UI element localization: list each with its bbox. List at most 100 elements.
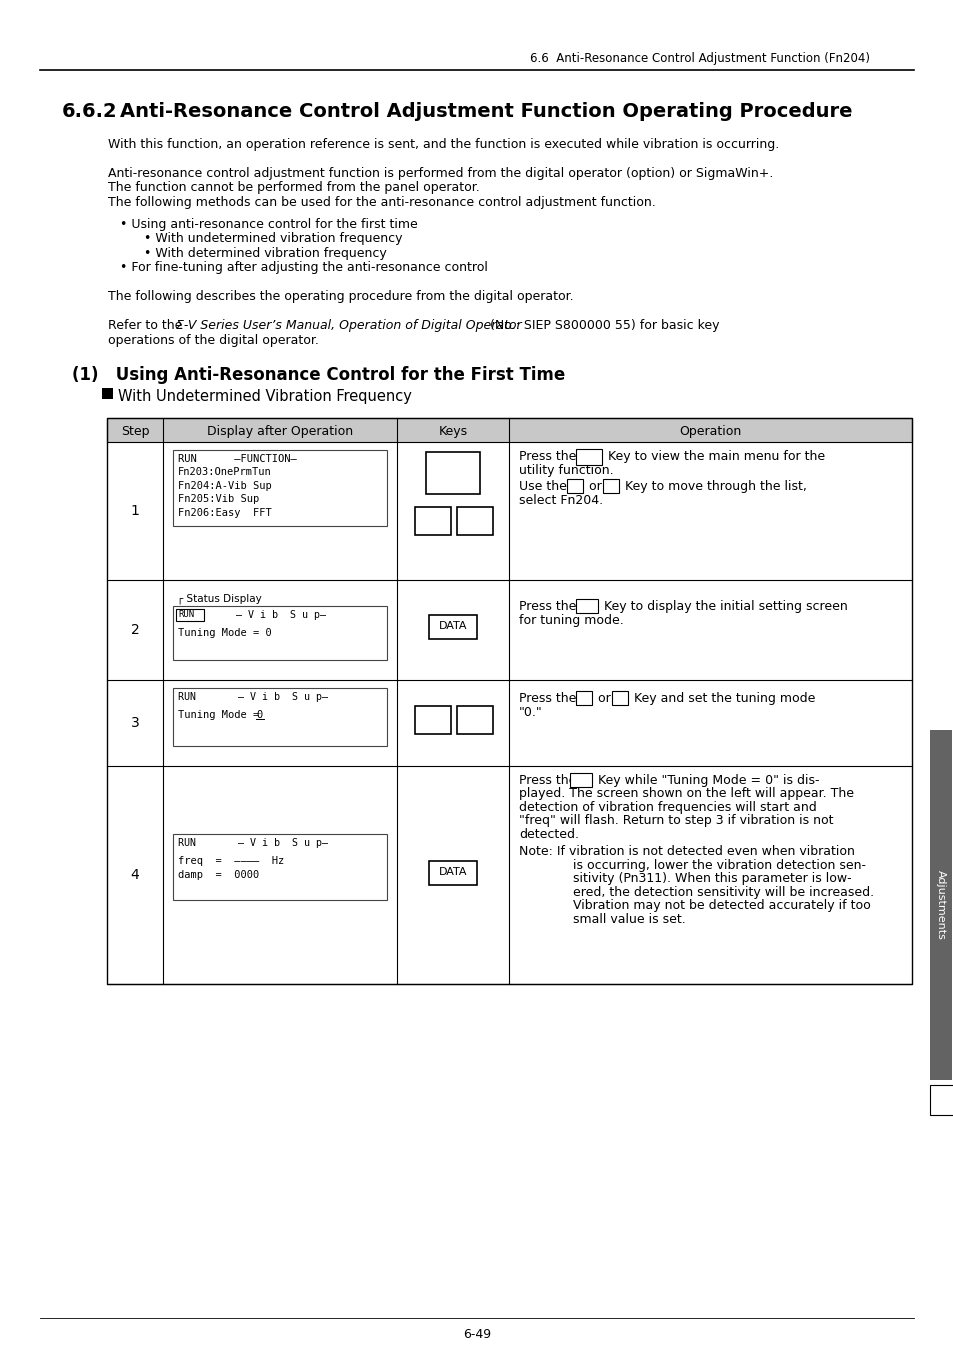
Bar: [102, 387, 112, 398]
Bar: [929, 1085, 953, 1115]
Text: 2: 2: [131, 622, 139, 637]
Text: Tuning Mode =: Tuning Mode =: [178, 710, 265, 720]
Bar: [107, 418, 911, 441]
Bar: [429, 861, 476, 884]
Text: Refer to the: Refer to the: [108, 319, 186, 332]
Bar: [415, 506, 451, 535]
Bar: [172, 688, 387, 745]
Bar: [576, 448, 601, 464]
Text: RUN       — V i b  S u p—: RUN — V i b S u p—: [178, 838, 328, 848]
Text: V: V: [606, 481, 614, 491]
Text: utility function.: utility function.: [518, 464, 613, 477]
Text: The following describes the operating procedure from the digital operator.: The following describes the operating pr…: [108, 290, 573, 304]
Text: 6.6.2: 6.6.2: [62, 103, 117, 122]
Bar: [569, 772, 592, 787]
Text: ∨: ∨: [468, 513, 481, 531]
Text: (No.: SIEP S800000 55) for basic key: (No.: SIEP S800000 55) for basic key: [485, 319, 719, 332]
Bar: [107, 418, 911, 984]
Text: The following methods can be used for the anti-resonance control adjustment func: The following methods can be used for th…: [108, 196, 655, 209]
Text: Adjustments: Adjustments: [935, 869, 945, 940]
Text: ✓: ✓: [582, 601, 591, 610]
Text: • With determined vibration frequency: • With determined vibration frequency: [136, 247, 386, 259]
Text: select Fn204.: select Fn204.: [518, 494, 602, 506]
Text: Tuning Mode = 0: Tuning Mode = 0: [178, 628, 272, 637]
Text: Step: Step: [121, 425, 149, 437]
Text: Key to view the main menu for the: Key to view the main menu for the: [603, 450, 824, 463]
Text: DATA: DATA: [438, 867, 467, 878]
Text: RUN: RUN: [178, 610, 193, 618]
Bar: [172, 606, 387, 660]
Text: Operation: Operation: [679, 425, 740, 437]
Text: 0: 0: [255, 710, 262, 720]
Bar: [602, 479, 618, 493]
Text: small value is set.: small value is set.: [548, 913, 685, 926]
Text: Note: If vibration is not detected even when vibration: Note: If vibration is not detected even …: [518, 845, 854, 859]
Text: Use the: Use the: [518, 479, 570, 493]
Text: or: or: [584, 479, 605, 493]
Bar: [566, 479, 582, 493]
Text: sitivity (Pn311). When this parameter is low-: sitivity (Pn311). When this parameter is…: [548, 872, 851, 886]
Text: "0.": "0.": [518, 706, 542, 718]
Text: Fn204:A-Vib Sup: Fn204:A-Vib Sup: [178, 481, 272, 491]
Text: 4: 4: [131, 868, 139, 882]
Text: Fn203:OnePrmTun: Fn203:OnePrmTun: [178, 467, 272, 478]
Text: or: or: [594, 691, 614, 705]
Text: 6: 6: [935, 1091, 947, 1110]
Bar: [172, 450, 387, 526]
Text: Fn206:Easy  FFT: Fn206:Easy FFT: [178, 508, 272, 518]
Text: The function cannot be performed from the panel operator.: The function cannot be performed from th…: [108, 181, 479, 194]
Text: DATA: DATA: [438, 621, 467, 630]
Text: Press the: Press the: [518, 774, 579, 787]
Text: (1)   Using Anti-Resonance Control for the First Time: (1) Using Anti-Resonance Control for the…: [71, 366, 565, 383]
Bar: [175, 609, 204, 621]
Text: ∨: ∨: [468, 711, 481, 730]
Bar: [456, 706, 493, 734]
Text: With Undetermined Vibration Frequency: With Undetermined Vibration Frequency: [118, 389, 412, 404]
Text: Press the: Press the: [518, 599, 579, 613]
Text: • For fine-tuning after adjusting the anti-resonance control: • For fine-tuning after adjusting the an…: [120, 262, 487, 274]
Text: RUN       — V i b  S u p—: RUN — V i b S u p—: [178, 691, 328, 702]
Text: Key to move through the list,: Key to move through the list,: [620, 479, 806, 493]
Text: ↺: ↺: [583, 451, 594, 464]
Text: ∧: ∧: [426, 513, 439, 531]
Text: Key to display the initial setting screen: Key to display the initial setting scree…: [599, 599, 847, 613]
Text: ┌ Status Display: ┌ Status Display: [177, 594, 261, 605]
Bar: [929, 730, 951, 1080]
Text: ered, the detection sensitivity will be increased.: ered, the detection sensitivity will be …: [548, 886, 873, 899]
Text: ✓: ✓: [577, 775, 584, 784]
Text: detection of vibration frequencies will start and: detection of vibration frequencies will …: [518, 801, 816, 814]
Text: Display after Operation: Display after Operation: [207, 425, 353, 437]
Text: operations of the digital operator.: operations of the digital operator.: [108, 333, 318, 347]
Text: 6-49: 6-49: [462, 1328, 491, 1341]
Text: RUN      —FUNCTION—: RUN —FUNCTION—: [178, 454, 296, 464]
Text: Key while "Tuning Mode = 0" is dis-: Key while "Tuning Mode = 0" is dis-: [594, 774, 819, 787]
Text: With this function, an operation reference is sent, and the function is executed: With this function, an operation referen…: [108, 138, 779, 151]
Text: played. The screen shown on the left will appear. The: played. The screen shown on the left wil…: [518, 787, 853, 801]
Text: Σ-V Series User’s Manual, Operation of Digital Operator: Σ-V Series User’s Manual, Operation of D…: [175, 319, 521, 332]
Text: for tuning mode.: for tuning mode.: [518, 614, 623, 626]
Bar: [429, 614, 476, 639]
Bar: [172, 834, 387, 900]
Text: damp  =  0000: damp = 0000: [178, 869, 259, 880]
Text: MODESET: MODESET: [432, 456, 473, 466]
Text: is occurring, lower the vibration detection sen-: is occurring, lower the vibration detect…: [548, 859, 865, 872]
Text: Anti-resonance control adjustment function is performed from the digital operato: Anti-resonance control adjustment functi…: [108, 167, 773, 180]
Text: Press the: Press the: [518, 691, 579, 705]
Text: Vibration may not be detected accurately if too: Vibration may not be detected accurately…: [548, 899, 870, 913]
Text: "freq" will flash. Return to step 3 if vibration is not: "freq" will flash. Return to step 3 if v…: [518, 814, 833, 828]
Text: Fn205:Vib Sup: Fn205:Vib Sup: [178, 494, 259, 505]
Text: — V i b  S u p—: — V i b S u p—: [206, 610, 326, 620]
Text: Anti-Resonance Control Adjustment Function Operating Procedure: Anti-Resonance Control Adjustment Functi…: [120, 103, 852, 122]
Bar: [415, 706, 451, 734]
Text: 1: 1: [131, 504, 139, 518]
Bar: [576, 599, 598, 613]
Text: freq  =  ————  Hz: freq = ———— Hz: [178, 856, 284, 865]
Text: ∧: ∧: [426, 711, 439, 730]
Bar: [612, 691, 627, 705]
Text: 6.6  Anti-Resonance Control Adjustment Function (Fn204): 6.6 Anti-Resonance Control Adjustment Fu…: [530, 53, 869, 65]
Text: A: A: [571, 481, 578, 491]
Bar: [576, 691, 592, 705]
Text: Key and set the tuning mode: Key and set the tuning mode: [629, 691, 815, 705]
Text: detected.: detected.: [518, 828, 578, 841]
Text: • Using anti-resonance control for the first time: • Using anti-resonance control for the f…: [120, 217, 417, 231]
